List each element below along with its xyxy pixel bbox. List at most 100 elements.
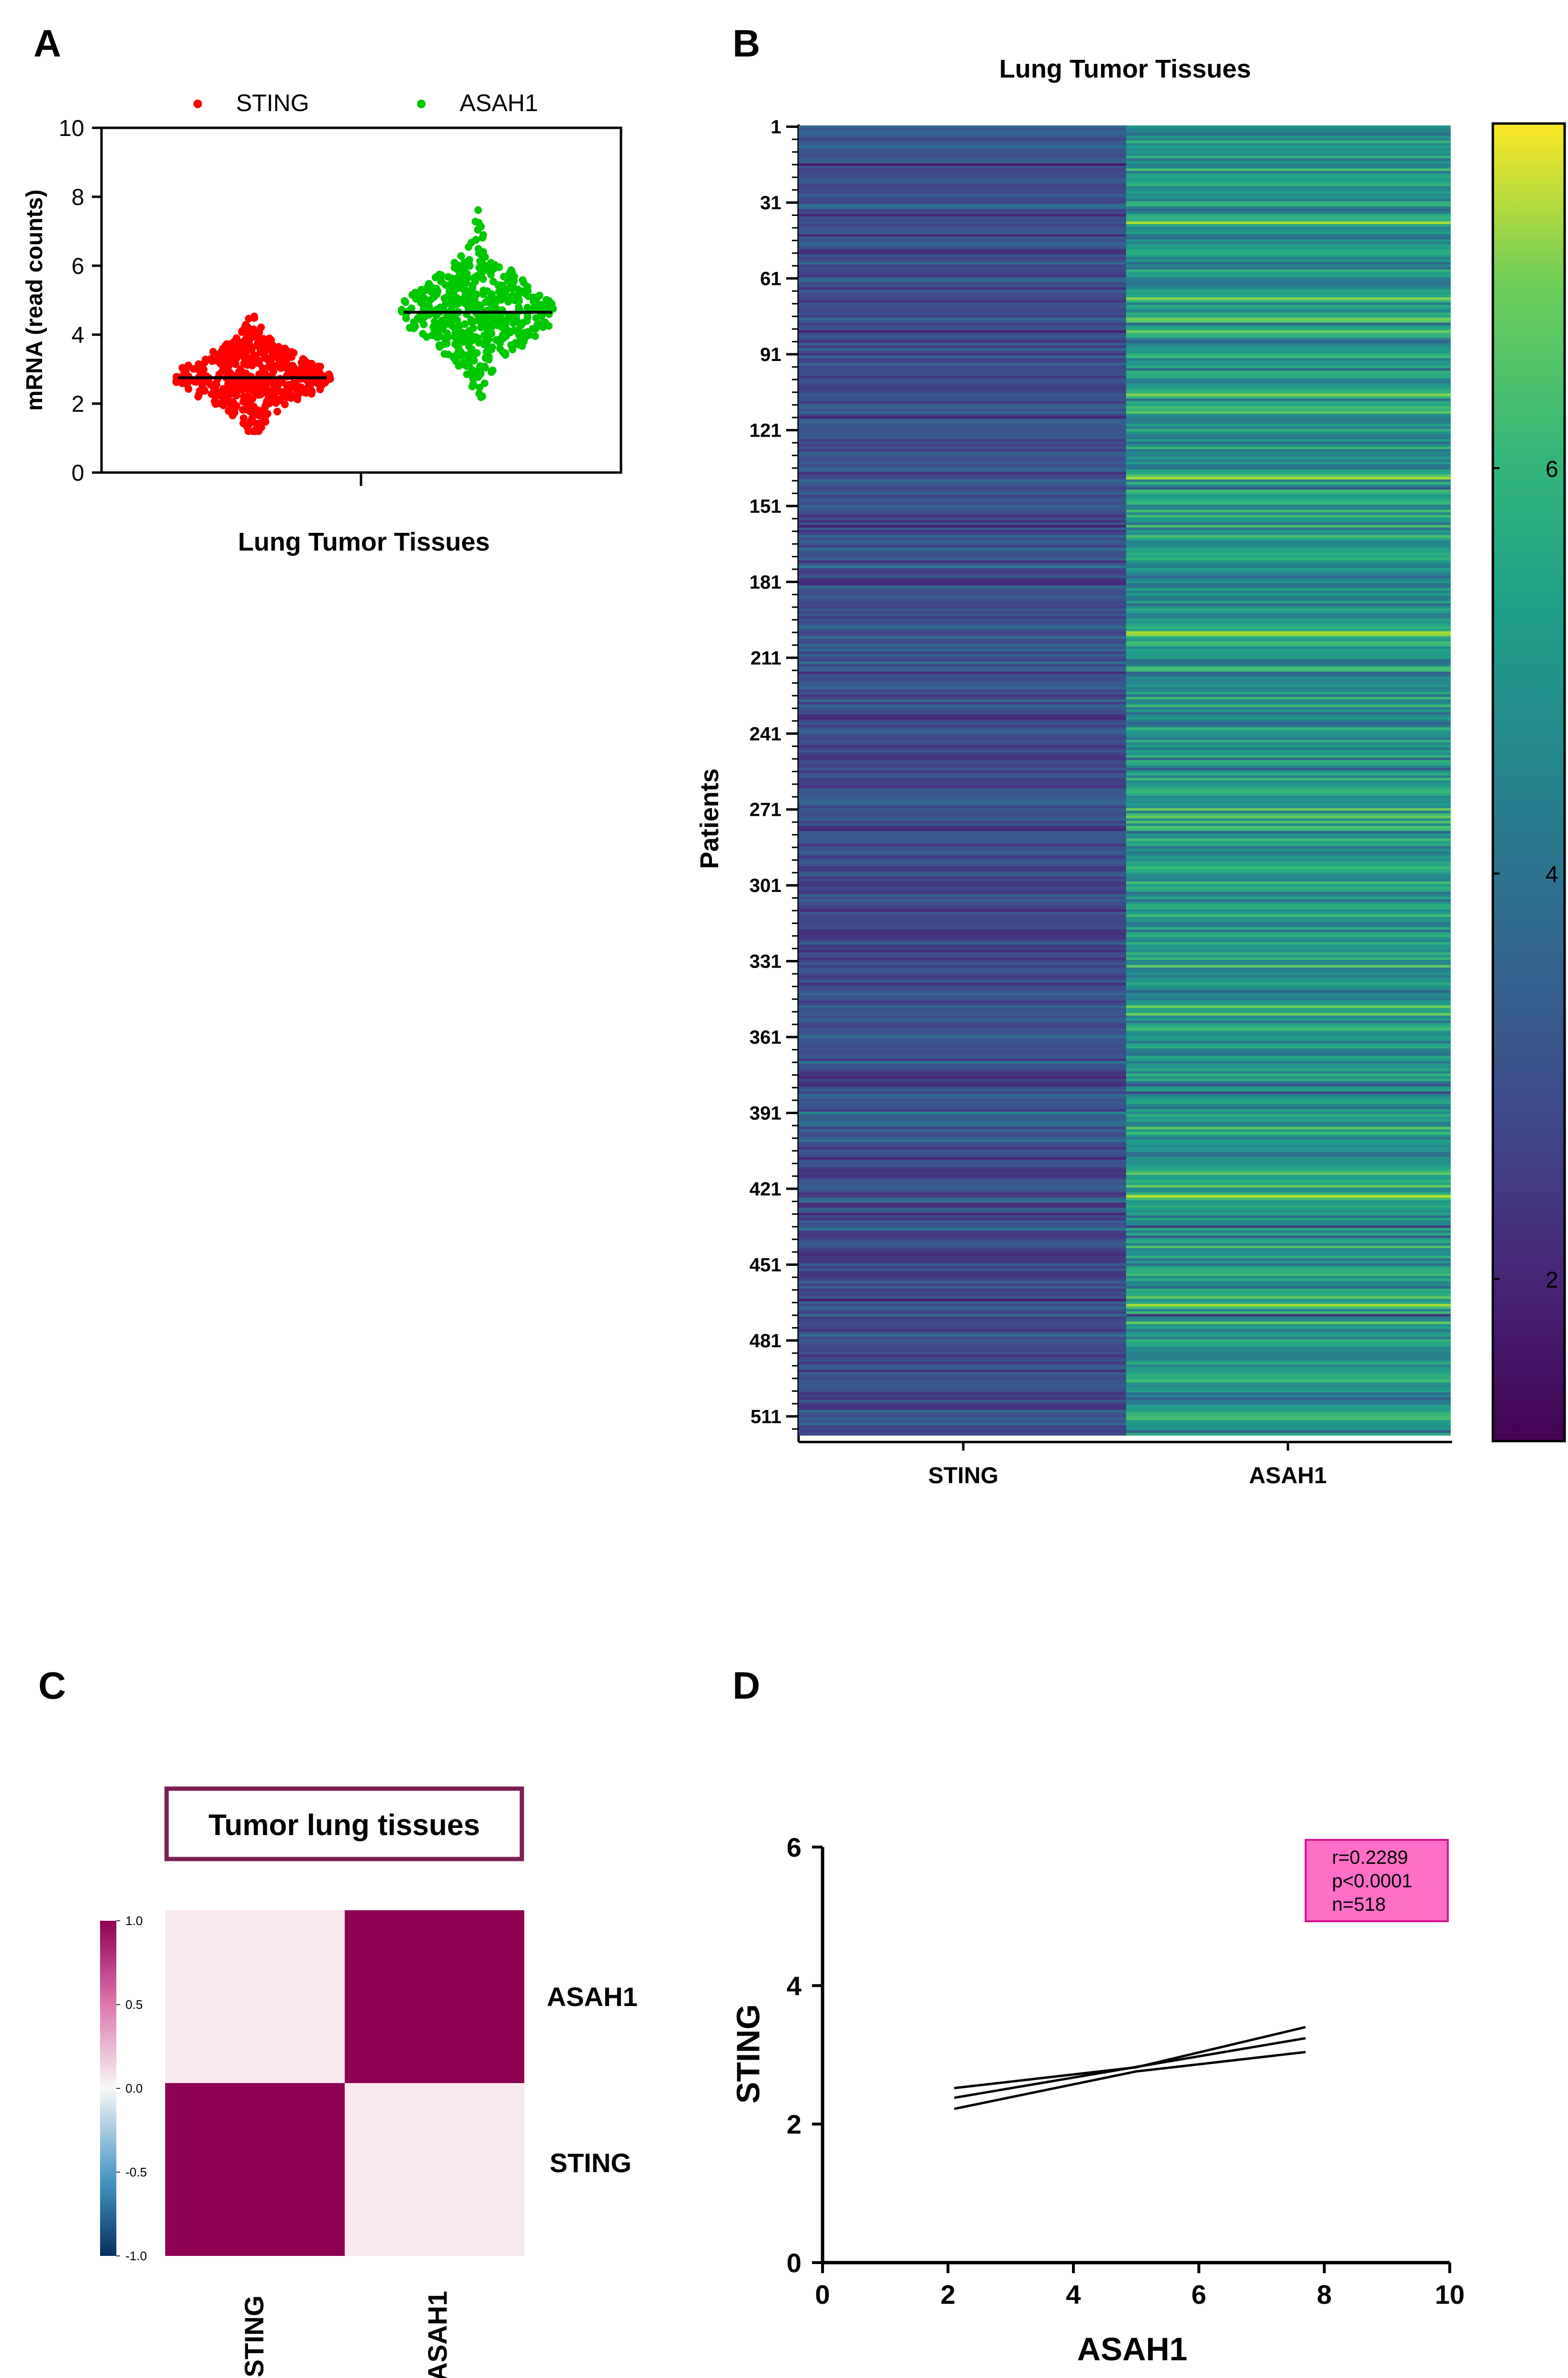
panel-b-cell-sting — [799, 386, 1126, 389]
panel-b-cell-sting — [799, 603, 1126, 607]
panel-b-cell-sting — [799, 1180, 1126, 1183]
panel-b-cell-asah1 — [1126, 578, 1451, 581]
panel-b-cell-sting — [799, 150, 1126, 154]
panel-b-cell-asah1 — [1126, 310, 1451, 313]
panel-b-cell-sting — [799, 998, 1126, 1001]
panel-b-cell-asah1 — [1126, 1213, 1451, 1216]
panel-b-cell-asah1 — [1126, 302, 1451, 305]
panel-b-cell-sting — [799, 985, 1126, 988]
panel-b-cell-asah1 — [1126, 495, 1451, 498]
panel-b-cell-asah1 — [1126, 742, 1451, 745]
panel-b-cell-sting — [799, 1238, 1126, 1241]
panel-b-cell-asah1 — [1126, 815, 1451, 819]
panel-b-cell-sting — [799, 773, 1126, 776]
panel-c-colorbar-label: -0.5 — [125, 2165, 147, 2179]
panel-b-cell-asah1 — [1126, 408, 1451, 412]
panel-b-cell-asah1 — [1126, 992, 1451, 996]
panel-b-cell-sting — [799, 361, 1126, 364]
panel-a-point — [305, 379, 313, 387]
panel-b-cell-asah1 — [1126, 967, 1451, 970]
panel-b-cell-asah1 — [1126, 1422, 1451, 1426]
panel-b-cell-sting — [799, 828, 1126, 832]
panel-b-cell-asah1 — [1126, 1122, 1451, 1125]
panel-b-cell-asah1 — [1126, 548, 1451, 551]
panel-b-cell-sting — [799, 1402, 1126, 1406]
panel-b-cell-sting — [799, 1187, 1126, 1191]
panel-b-cell-sting — [799, 1344, 1126, 1347]
panel-b-cell-asah1 — [1126, 1230, 1451, 1234]
panel-b-cell-asah1 — [1126, 717, 1451, 720]
panel-b-cell-asah1 — [1126, 462, 1451, 465]
panel-a-point — [440, 350, 449, 358]
panel-b-row-label: 481 — [749, 1330, 781, 1352]
panel-b-cell-sting — [799, 1418, 1126, 1420]
panel-a-point — [455, 362, 463, 370]
panel-b-cell-sting — [799, 209, 1126, 212]
panel-b-cell-sting — [799, 1018, 1126, 1021]
panel-b-cell-asah1 — [1126, 1137, 1451, 1140]
panel-b-cell-sting — [799, 408, 1126, 412]
panel-b-cell-asah1 — [1126, 1073, 1451, 1077]
panel-b-cell-sting — [799, 848, 1126, 852]
panel-b-cell-asah1 — [1126, 446, 1451, 450]
panel-a-point — [419, 287, 428, 295]
panel-b-cell-sting — [799, 1066, 1126, 1069]
panel-b-cell-sting — [799, 1253, 1126, 1256]
panel-a-point — [509, 319, 518, 327]
panel-b-cell-asah1 — [1126, 1308, 1451, 1312]
panel-d-regression: ASAH1 STING r=0.2289 p<0.0001 n=518 0 2 4 6… — [730, 1832, 1465, 2367]
panel-b-cell-asah1 — [1126, 914, 1451, 917]
panel-b-cell-sting — [799, 1114, 1126, 1117]
panel-b-cell-asah1 — [1126, 656, 1451, 660]
panel-b-cell-asah1 — [1126, 206, 1451, 209]
panel-b-cell-asah1 — [1126, 224, 1451, 227]
panel-b-cell-asah1 — [1126, 767, 1451, 771]
panel-b-cell-asah1 — [1126, 1372, 1451, 1375]
panel-b-cell-sting — [799, 1268, 1126, 1272]
panel-b-cell-asah1 — [1126, 760, 1451, 763]
panel-b-cell-sting — [799, 1048, 1126, 1051]
panel-b-cell-asah1 — [1126, 469, 1451, 473]
panel-b-cell-sting — [799, 710, 1126, 712]
panel-b-cell-sting — [799, 525, 1126, 528]
panel-b-cell-asah1 — [1126, 280, 1451, 283]
panel-b-cell-asah1 — [1126, 1038, 1451, 1041]
panel-b-cell-asah1 — [1126, 363, 1451, 366]
panel-a-point — [453, 261, 461, 269]
panel-b-cell-asah1 — [1126, 864, 1451, 867]
panel-b-cell-sting — [799, 1192, 1126, 1195]
panel-c-cell — [345, 1910, 524, 2083]
panel-b-cell-sting — [799, 244, 1126, 248]
panel-d-stat-n: n=518 — [1332, 1894, 1386, 1915]
panel-b-cell-sting — [799, 1008, 1126, 1011]
panel-b-cell-asah1 — [1126, 1185, 1451, 1188]
panel-b-cell-asah1 — [1126, 199, 1451, 202]
panel-a-point — [244, 345, 252, 353]
panel-b-cell-asah1 — [1126, 836, 1451, 839]
panel-b-cell-sting — [799, 160, 1126, 164]
panel-a-point — [299, 370, 307, 378]
panel-b-cell-sting — [799, 1200, 1126, 1203]
panel-b-cell-sting — [799, 1101, 1126, 1104]
panel-b-cell-sting — [799, 1266, 1126, 1269]
panel-a-point — [496, 293, 504, 302]
panel-d-y-axis-label: STING — [730, 2004, 767, 2104]
panel-b-cell-sting — [799, 1281, 1126, 1284]
panel-b-cell-asah1 — [1126, 1172, 1451, 1175]
panel-b-cell-sting — [799, 1033, 1126, 1037]
panel-b-cell-sting — [799, 404, 1126, 406]
panel-b-cell-asah1 — [1126, 257, 1451, 260]
panel-b-cell-asah1 — [1126, 181, 1451, 184]
panel-b-cell-sting — [799, 618, 1126, 621]
panel-b-cell-asah1 — [1126, 287, 1451, 290]
panel-a-point — [446, 286, 453, 294]
panel-b-cell-asah1 — [1126, 1395, 1451, 1398]
panel-b-cell-sting — [799, 1349, 1126, 1352]
panel-a-point — [253, 341, 261, 349]
panel-b-cell-sting — [799, 590, 1126, 594]
panel-b-cell-sting — [799, 1395, 1126, 1398]
panel-b-cell-sting — [799, 795, 1126, 799]
panel-a-point — [410, 324, 418, 332]
panel-b-cell-asah1 — [1126, 649, 1451, 652]
panel-a-point — [402, 314, 410, 322]
